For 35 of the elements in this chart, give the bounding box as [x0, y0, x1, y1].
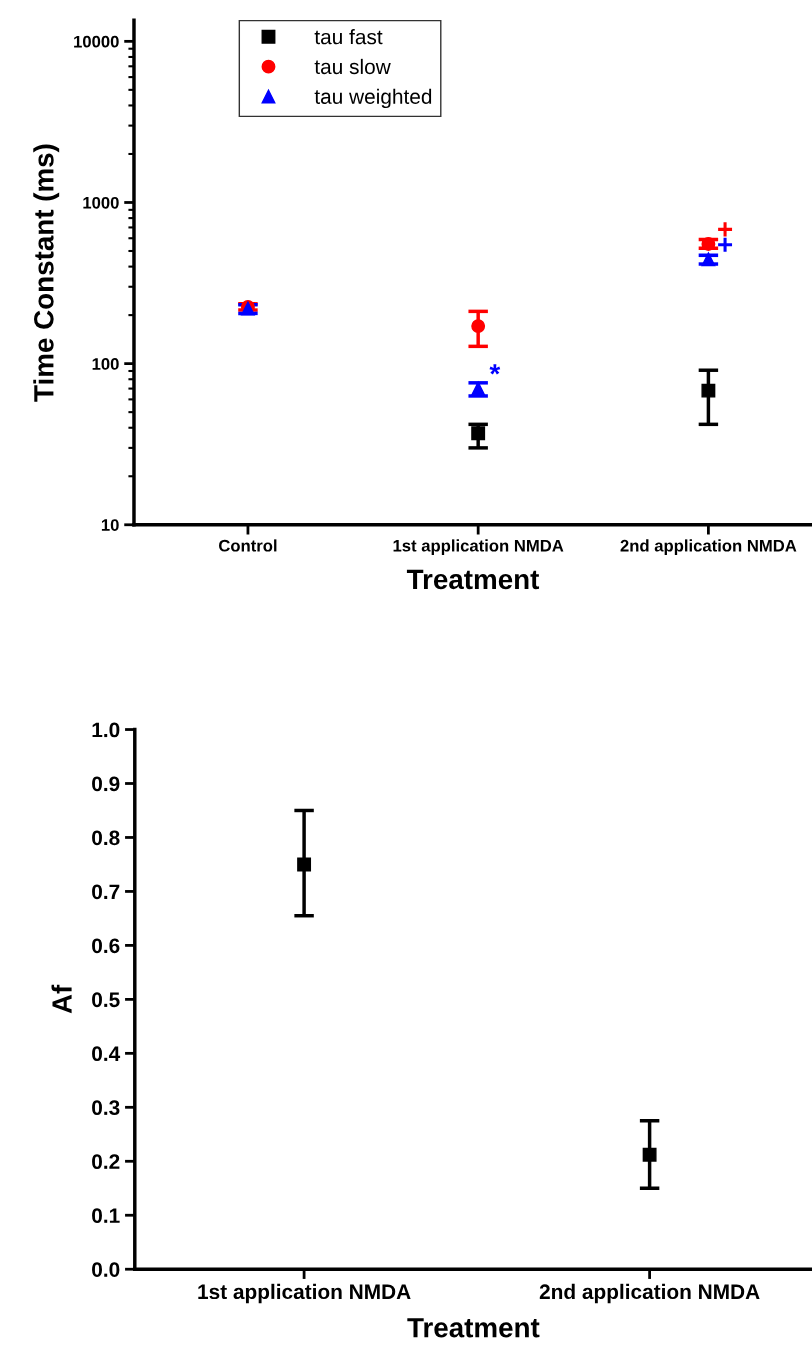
y-tick-label: 0.7 — [92, 884, 120, 900]
x-tick-label: 1st application NMDA — [198, 1283, 411, 1304]
x-tick-label: 1st application NMDA — [393, 539, 564, 555]
annotation: + — [718, 222, 733, 237]
y-tick-label: 0.8 — [92, 830, 120, 846]
point — [701, 236, 716, 251]
y-tick-label: 0.1 — [92, 1208, 120, 1223]
y-axis-title: Time Constant (ms) — [33, 144, 60, 402]
y-tick-label: 100 — [92, 358, 119, 370]
legend-label: tau fast — [314, 29, 383, 45]
annotation: + — [718, 237, 733, 252]
point — [701, 252, 716, 267]
point — [471, 426, 486, 441]
x-axis-title: Treatment — [406, 569, 540, 590]
legend-label: tau weighted — [314, 88, 432, 109]
legend-label: tau slow — [314, 58, 391, 75]
y-tick-label: 1.0 — [92, 722, 120, 738]
y-tick-label: 1000 — [83, 196, 119, 209]
point — [701, 383, 716, 398]
point — [471, 319, 486, 334]
annotation: * — [489, 364, 501, 375]
x-tick-label: 2nd application NMDA — [539, 1283, 760, 1304]
y-tick-label: 10 — [101, 519, 119, 531]
x-axis-title: Treatment — [407, 1318, 540, 1338]
y-tick-label: 0.3 — [92, 1100, 120, 1116]
y-tick-label: 0.5 — [92, 992, 120, 1008]
x-tick-label: 2nd application NMDA — [620, 539, 797, 555]
y-tick-label: 0.0 — [92, 1262, 120, 1277]
x-tick-label: Control — [219, 539, 277, 552]
y-axis-title: Af — [51, 984, 72, 1014]
y-tick-label: 0.2 — [92, 1154, 120, 1170]
y-tick-label: 0.6 — [92, 938, 120, 954]
y-tick-label: 0.4 — [92, 1046, 121, 1062]
y-tick-label: 10000 — [74, 35, 119, 48]
y-tick-label: 0.9 — [92, 776, 120, 792]
